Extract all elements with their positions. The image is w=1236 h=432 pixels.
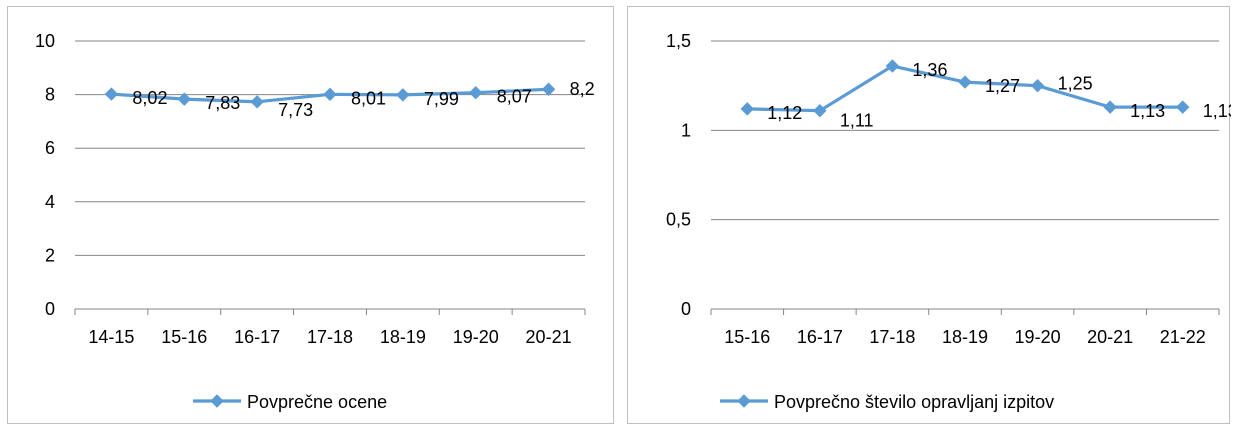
chart-1-data-point xyxy=(958,75,972,89)
chart-0-legend-marker xyxy=(210,394,224,408)
chart-0-y-tick-label: 10 xyxy=(35,31,55,51)
average-exam-attempts-chart: 0 0,5 1 1,5 15-16 16-17 17-18 18-19 19-20 20-21 21… xyxy=(627,6,1231,424)
chart-1-x-tick-label: 18-19 xyxy=(942,327,988,347)
chart-0-x-tick-label: 16-17 xyxy=(234,327,280,347)
chart-1-data-label: 1,25 xyxy=(1058,74,1093,94)
chart-0-data-label: 8,01 xyxy=(351,88,386,108)
chart-1-data-point xyxy=(813,103,827,118)
chart-0-data-point xyxy=(541,82,556,96)
chart-0-x-tick-label: 14-15 xyxy=(88,327,134,347)
chart-0-data-label: 8,07 xyxy=(497,87,532,107)
chart-1-x-tick-label: 19-20 xyxy=(1015,327,1061,347)
chart-0-y-tick-label: 8 xyxy=(45,85,55,105)
chart-0-y-tick-label: 6 xyxy=(45,138,55,158)
chart-0-x-tick-label: 18-19 xyxy=(380,327,426,347)
chart-1-x-tick-label: 20-21 xyxy=(1087,327,1133,347)
chart-1-data-label: 1,13 xyxy=(1203,101,1231,121)
chart-1-x-tick-label: 17-18 xyxy=(869,327,915,347)
chart-0-x-tick-label: 20-21 xyxy=(526,327,572,347)
chart-0-data-point xyxy=(177,92,191,106)
chart-0-x-tick-label: 17-18 xyxy=(307,327,353,347)
chart-1-x-tick-label: 21-22 xyxy=(1160,327,1206,347)
chart-0-y-tick-label: 2 xyxy=(45,245,55,265)
average-grades-chart-svg: 0 2 4 6 8 10 14-15 15-16 16-17 17-18 18-19 19-20 20-… xyxy=(35,31,595,412)
chart-0-data-label: 8,2 xyxy=(570,79,595,99)
chart-1-data-label: 1,27 xyxy=(985,76,1020,96)
chart-1-y-tick-label: 1,5 xyxy=(666,31,691,51)
chart-1-data-point xyxy=(1176,100,1190,114)
chart-1-data-point xyxy=(1103,100,1117,114)
chart-0-data-label: 7,73 xyxy=(278,100,313,120)
chart-0-data-point xyxy=(250,95,264,109)
chart-1-legend-label: Povprečno število opravljanj izpitov xyxy=(774,392,1054,412)
chart-1-x-tick-label: 16-17 xyxy=(797,327,843,347)
chart-1-y-tick-label: 1 xyxy=(681,120,691,140)
chart-1-data-label: 1,13 xyxy=(1130,101,1165,121)
chart-0-data-label: 7,83 xyxy=(205,93,240,113)
chart-1-legend-marker xyxy=(737,394,751,408)
chart-1-data-point xyxy=(885,59,900,73)
average-grades-chart: 0 2 4 6 8 10 14-15 15-16 16-17 17-18 18-19 19-20 20-… xyxy=(7,6,614,424)
chart-1-data-label: 1,36 xyxy=(912,60,947,80)
chart-1-y-tick-label: 0,5 xyxy=(666,210,691,230)
chart-1-data-label: 1,11 xyxy=(840,111,874,131)
chart-0-y-tick-label: 0 xyxy=(45,299,55,319)
chart-0-x-tick-label: 15-16 xyxy=(161,327,207,347)
chart-0-data-label: 8,02 xyxy=(132,88,167,108)
chart-0-data-point xyxy=(469,86,483,100)
chart-1-y-tick-label: 0 xyxy=(681,299,691,319)
chart-1-data-point xyxy=(740,102,754,116)
chart-1-data-point xyxy=(1030,78,1045,93)
chart-0-data-point xyxy=(104,87,119,101)
average-exam-attempts-chart-svg: 0 0,5 1 1,5 15-16 16-17 17-18 18-19 19-20 20-21 21… xyxy=(666,31,1231,412)
chart-1-x-tick-label: 15-16 xyxy=(724,327,770,347)
chart-0-data-point xyxy=(323,87,337,102)
chart-0-legend-label: Povprečne ocene xyxy=(247,392,387,412)
chart-0-data-point xyxy=(396,88,410,102)
chart-0-x-tick-label: 19-20 xyxy=(453,327,499,347)
chart-0-y-tick-label: 4 xyxy=(45,192,55,212)
chart-0-data-label: 7,99 xyxy=(424,89,459,109)
chart-1-data-label: 1,12 xyxy=(767,103,802,123)
